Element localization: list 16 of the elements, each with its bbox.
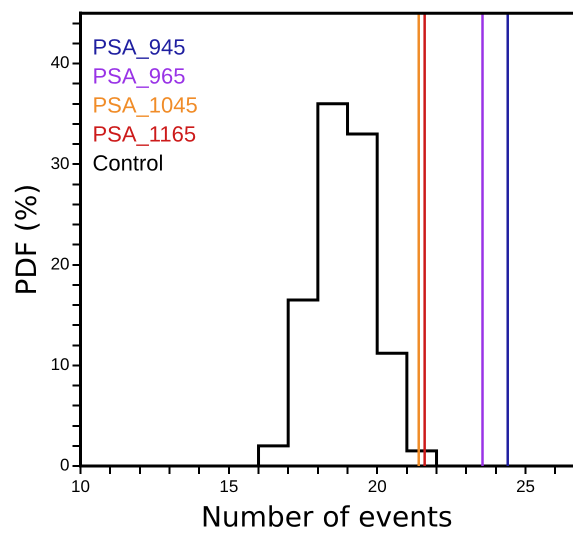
x-tick-label: 15 — [219, 476, 238, 496]
x-tick-label: 10 — [71, 476, 90, 496]
text: Control — [92, 150, 164, 176]
y-tick-label: 30 — [50, 154, 70, 173]
y-axis-title: PDF (%) — [10, 184, 44, 296]
y-tick-label: 20 — [50, 254, 70, 274]
y-tick-label: 10 — [50, 355, 70, 374]
ref-line-label: PSA_965 — [92, 63, 186, 88]
x-tick-label: 25 — [516, 476, 535, 496]
x-tick-label: 20 — [368, 476, 387, 496]
x-axis-title: Number of events — [200, 500, 453, 534]
y-tick-label: 40 — [50, 53, 70, 72]
ref-line-label: PSA_1045 — [92, 92, 198, 118]
ref-line-label: PSA_1165 — [92, 121, 196, 146]
y-tick-label: 0 — [60, 456, 70, 475]
ref-line-label: PSA_945 — [92, 34, 186, 60]
